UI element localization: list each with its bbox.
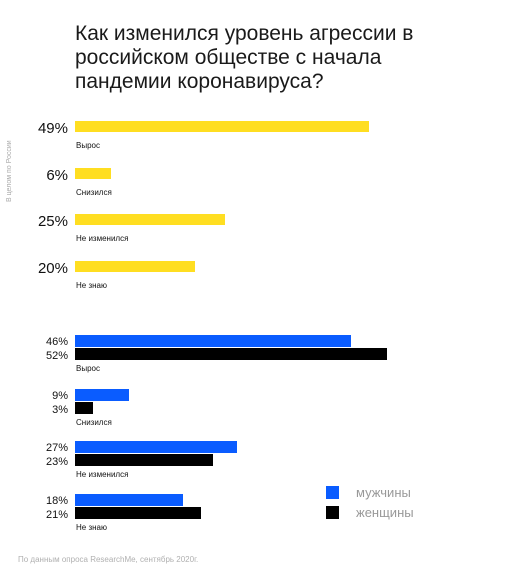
source-note: По данным опроса ResearchMe, сентябрь 20… [18, 555, 199, 564]
legend-label-women: женщины [356, 505, 414, 520]
bar-women-3 [75, 507, 201, 519]
value-label-men-2: 27% [46, 442, 68, 454]
category-label-gender-2: Не изменился [76, 470, 128, 479]
bar-women-0 [75, 348, 387, 360]
category-label-total-1: Снизился [76, 188, 112, 197]
legend-swatch-women [326, 506, 339, 519]
chart-title: Как изменился уровень агрессии в российс… [75, 22, 414, 93]
value-label-total-2: 25% [38, 213, 68, 230]
bar-men-2 [75, 441, 237, 453]
bar-total-2 [75, 214, 225, 225]
category-label-total-3: Не знаю [76, 281, 107, 290]
value-label-men-0: 46% [46, 336, 68, 348]
bar-men-3 [75, 494, 183, 506]
value-label-total-1: 6% [46, 167, 68, 184]
bar-women-1 [75, 402, 93, 414]
bar-total-3 [75, 261, 195, 272]
bar-total-1 [75, 168, 111, 179]
bar-women-2 [75, 454, 213, 466]
bar-men-0 [75, 335, 351, 347]
bar-men-1 [75, 389, 129, 401]
category-label-total-0: Вырос [76, 141, 100, 150]
legend-item-women: женщины [326, 505, 466, 521]
legend-swatch-men [326, 486, 339, 499]
value-label-men-1: 9% [52, 390, 68, 402]
legend-item-men: мужчины [326, 485, 466, 501]
value-label-women-3: 21% [46, 509, 68, 521]
value-label-total-0: 49% [38, 120, 68, 137]
category-label-total-2: Не изменился [76, 234, 128, 243]
value-label-women-0: 52% [46, 350, 68, 362]
value-label-total-3: 20% [38, 260, 68, 277]
category-label-gender-0: Вырос [76, 364, 100, 373]
category-label-gender-3: Не знаю [76, 523, 107, 532]
value-label-women-1: 3% [52, 404, 68, 416]
bar-total-0 [75, 121, 369, 132]
category-label-gender-1: Снизился [76, 418, 112, 427]
value-label-women-2: 23% [46, 456, 68, 468]
value-label-men-3: 18% [46, 495, 68, 507]
legend-label-men: мужчины [356, 485, 411, 500]
